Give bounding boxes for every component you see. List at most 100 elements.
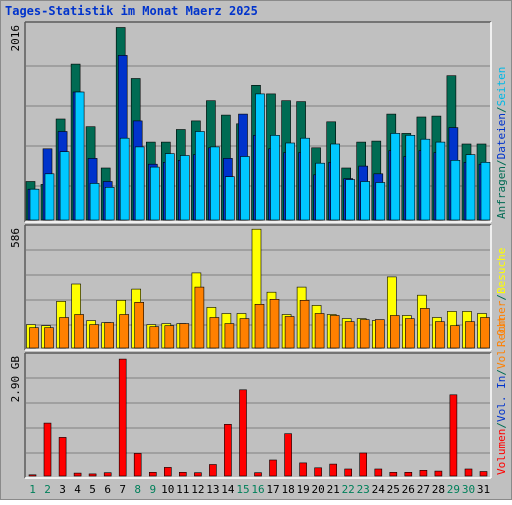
- legend-label: Vol. Out: [495, 316, 508, 369]
- x-tick-label: 26: [402, 483, 415, 496]
- bar: [239, 318, 250, 349]
- bar: [150, 166, 160, 221]
- bar: [420, 308, 430, 349]
- bar: [449, 394, 458, 477]
- bar: [329, 463, 338, 477]
- bar: [44, 327, 54, 349]
- bar: [330, 143, 341, 221]
- bar: [179, 471, 187, 477]
- legend-label: Volumen: [495, 429, 508, 475]
- bar: [465, 154, 476, 221]
- bar: [88, 473, 97, 477]
- x-tick-label: 13: [206, 483, 219, 496]
- x-tick-label: 1: [29, 483, 36, 496]
- bar: [194, 286, 205, 349]
- bar: [104, 322, 114, 349]
- legend-label: Dateien: [495, 113, 508, 159]
- bar: [209, 464, 217, 477]
- legend-label: Seiten: [495, 67, 508, 107]
- bar: [479, 471, 488, 477]
- bar: [314, 467, 322, 477]
- series-volumen: [28, 358, 488, 477]
- x-tick-label: 30: [462, 483, 475, 496]
- x-tick-label: 6: [104, 483, 111, 496]
- bar: [29, 188, 40, 221]
- series-seiten: [29, 91, 491, 221]
- bar: [209, 317, 220, 349]
- bar: [269, 459, 277, 477]
- bar: [345, 179, 356, 221]
- bar: [329, 315, 340, 349]
- legend-label: Anfragen: [495, 166, 508, 219]
- bar: [210, 146, 220, 221]
- bar: [465, 321, 475, 349]
- legend-label: /: [495, 369, 508, 376]
- panel-visits: 586 Rechner/Besuche: [9, 224, 508, 351]
- bar: [28, 474, 37, 477]
- bar: [165, 153, 175, 221]
- bar: [194, 472, 202, 477]
- bar: [104, 187, 115, 221]
- x-tick-label: 8: [134, 483, 141, 496]
- bar: [480, 317, 490, 349]
- x-tick-label: 17: [266, 483, 279, 496]
- x-tick-label: 10: [161, 483, 174, 496]
- bar: [43, 422, 52, 477]
- x-tick-label: 18: [281, 483, 294, 496]
- bar: [119, 314, 129, 349]
- bar: [450, 160, 461, 221]
- bar: [435, 321, 445, 349]
- y-max-label: 2.90 GB: [9, 356, 22, 403]
- bar: [74, 314, 84, 349]
- bar: [44, 173, 55, 221]
- bar: [270, 135, 280, 221]
- legend-labels: Volumen/Vol. In/Vol. Out: [495, 316, 508, 475]
- x-tick-label: 16: [251, 483, 264, 496]
- bar: [344, 468, 353, 477]
- bar: [284, 316, 295, 349]
- x-tick-label: 29: [447, 483, 460, 496]
- bar: [224, 323, 235, 349]
- x-tick-label: 21: [327, 483, 340, 496]
- bar: [164, 467, 172, 477]
- x-axis-labels: 1 2 3 4 5 6 7 8 9 10 11 12 13 14 15 16 17 18 19 20 21 22 23 24 2…: [29, 483, 490, 496]
- x-tick-label: 9: [149, 483, 156, 496]
- bar: [299, 299, 310, 349]
- legend-label: Rechner: [495, 300, 508, 347]
- y-max-label: 586: [9, 228, 22, 248]
- bar: [269, 298, 280, 349]
- bar: [315, 162, 325, 221]
- x-tick-label: 12: [191, 483, 204, 496]
- bar: [480, 162, 491, 221]
- bar: [119, 137, 130, 221]
- bar: [390, 133, 401, 221]
- bar: [59, 151, 70, 221]
- bar: [224, 423, 232, 477]
- bar: [149, 326, 160, 349]
- bar: [59, 317, 69, 349]
- bar: [405, 135, 416, 221]
- bar: [29, 327, 39, 349]
- bar: [103, 472, 112, 477]
- bar: [389, 471, 398, 477]
- bar: [285, 142, 295, 221]
- bar: [344, 321, 355, 349]
- x-tick-label: 5: [89, 483, 96, 496]
- bar: [300, 137, 310, 221]
- bar: [240, 156, 250, 221]
- bar: [74, 91, 85, 221]
- x-tick-label: 23: [357, 483, 370, 496]
- legend-label: Besuche: [495, 248, 508, 294]
- bar: [179, 323, 190, 349]
- bar: [375, 182, 386, 221]
- bar: [374, 468, 383, 477]
- x-tick-label: 2: [44, 483, 51, 496]
- bar: [435, 141, 446, 221]
- bar: [404, 318, 415, 349]
- bar: [58, 437, 67, 477]
- panel-area: [25, 353, 491, 478]
- bar: [164, 325, 175, 349]
